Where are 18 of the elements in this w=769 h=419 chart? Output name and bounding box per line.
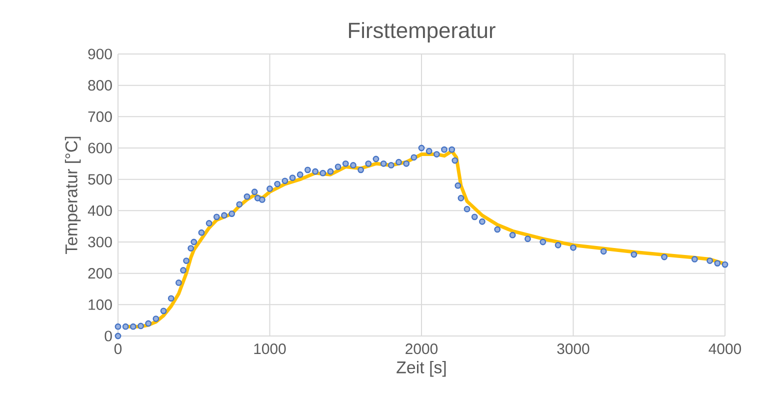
- y-tick-label: 400: [88, 205, 112, 216]
- y-tick-label: 700: [88, 111, 112, 122]
- x-tick-label: 3000: [557, 344, 590, 354]
- x-tick-label: 1000: [254, 344, 286, 354]
- y-tick-label: 500: [88, 174, 112, 185]
- chart-title: Firsttemperatur: [349, 22, 496, 43]
- y-tick-label: 800: [88, 80, 112, 91]
- x-tick-label: 2000: [406, 344, 438, 354]
- y-tick-label: 200: [88, 268, 112, 279]
- x-tick-label: 4000: [708, 344, 742, 354]
- y-tick-label: 100: [88, 299, 112, 310]
- y-tick-label: 0: [104, 330, 112, 342]
- x-tick-label: 0: [114, 344, 122, 354]
- y-tick-label: 600: [88, 142, 112, 154]
- x-axis-title: Zeit [s]: [396, 360, 446, 377]
- y-axis-title: Temperatur [°C]: [64, 136, 81, 254]
- y-tick-label: 900: [88, 48, 112, 60]
- y-tick-label: 300: [88, 236, 112, 248]
